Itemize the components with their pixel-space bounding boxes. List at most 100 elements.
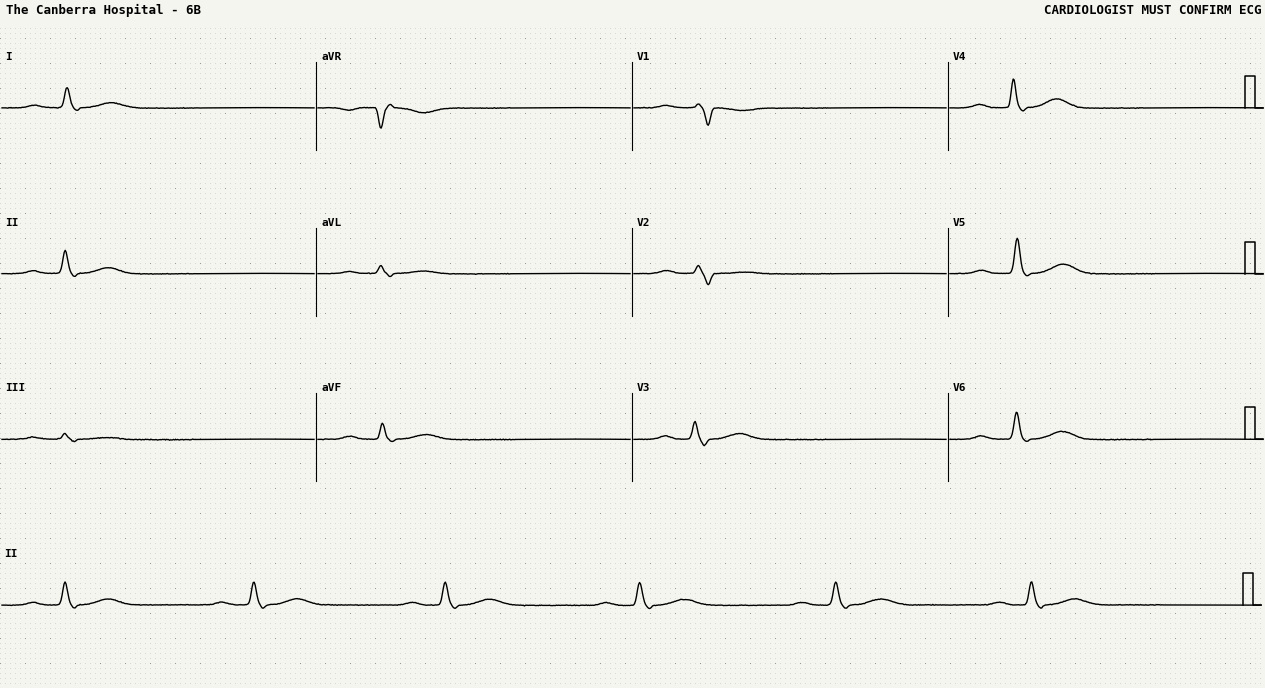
Point [540, 447, 560, 458]
Point [584, 178, 605, 189]
Point [500, 303, 520, 314]
Point [789, 272, 810, 283]
Point [789, 118, 810, 129]
Point [440, 242, 460, 253]
Point [689, 188, 710, 199]
Point [474, 433, 495, 444]
Point [589, 308, 610, 319]
Point [920, 63, 940, 74]
Point [369, 103, 390, 114]
Point [1104, 237, 1125, 248]
Point [30, 477, 51, 488]
Point [1225, 78, 1245, 89]
Point [105, 517, 125, 528]
Point [364, 113, 385, 124]
Point [750, 153, 770, 164]
Point [59, 37, 80, 48]
Point [725, 522, 745, 533]
Point [435, 537, 455, 548]
Point [1030, 103, 1050, 114]
Point [420, 477, 440, 488]
Point [1245, 67, 1265, 78]
Point [560, 217, 581, 228]
Point [860, 652, 880, 663]
Point [120, 548, 140, 559]
Point [369, 477, 390, 488]
Point [280, 583, 300, 594]
Point [1090, 672, 1111, 683]
Point [710, 332, 730, 343]
Point [1165, 608, 1185, 619]
Point [880, 228, 901, 239]
Point [740, 608, 760, 619]
Point [1004, 303, 1025, 314]
Point [894, 92, 915, 103]
Point [855, 292, 875, 303]
Point [1145, 517, 1165, 528]
Point [175, 508, 195, 519]
Point [1200, 627, 1221, 638]
Point [205, 612, 225, 623]
Point [710, 497, 730, 508]
Point [285, 453, 305, 464]
Point [1085, 153, 1106, 164]
Point [545, 213, 565, 224]
Point [180, 387, 200, 398]
Point [835, 667, 855, 678]
Point [0, 418, 10, 429]
Point [635, 87, 655, 98]
Point [880, 413, 901, 424]
Point [640, 572, 660, 583]
Point [920, 133, 940, 144]
Point [95, 343, 115, 354]
Point [380, 127, 400, 138]
Point [875, 438, 896, 449]
Point [1109, 323, 1130, 334]
Point [935, 92, 955, 103]
Point [20, 358, 40, 369]
Point [1190, 647, 1211, 658]
Point [886, 363, 906, 374]
Point [1045, 133, 1065, 144]
Point [1055, 63, 1075, 74]
Point [865, 447, 886, 458]
Point [1065, 367, 1085, 378]
Point [880, 277, 901, 288]
Point [295, 308, 315, 319]
Point [445, 447, 466, 458]
Point [390, 458, 410, 469]
Point [700, 603, 720, 614]
Point [505, 533, 525, 544]
Point [650, 297, 670, 308]
Point [40, 98, 61, 109]
Point [280, 592, 300, 603]
Point [950, 667, 970, 678]
Point [15, 248, 35, 259]
Point [1030, 468, 1050, 479]
Point [1055, 367, 1075, 378]
Point [35, 193, 56, 204]
Point [689, 272, 710, 283]
Point [479, 343, 500, 354]
Point [1020, 502, 1040, 513]
Point [894, 618, 915, 629]
Point [665, 158, 686, 169]
Point [735, 252, 755, 264]
Point [445, 277, 466, 288]
Point [275, 638, 295, 649]
Point [784, 398, 805, 409]
Point [735, 92, 755, 103]
Point [1255, 98, 1265, 109]
Point [1035, 113, 1055, 124]
Point [305, 477, 325, 488]
Point [789, 248, 810, 259]
Point [530, 358, 550, 369]
Point [340, 407, 361, 418]
Point [925, 603, 945, 614]
Point [440, 182, 460, 193]
Point [1145, 592, 1165, 603]
Point [250, 242, 271, 253]
Point [679, 623, 700, 634]
Point [870, 142, 891, 153]
Point [1195, 627, 1216, 638]
